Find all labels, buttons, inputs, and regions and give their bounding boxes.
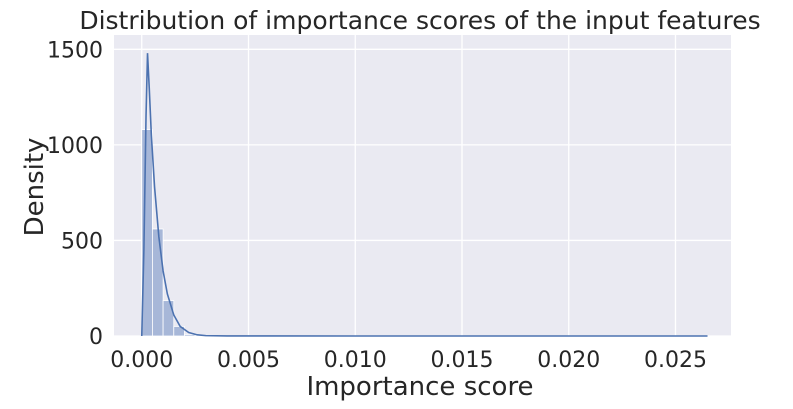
histogram-bar-3 — [173, 326, 185, 337]
x-tick-label: 0.005 — [217, 348, 280, 373]
x-tick-label: 0.000 — [110, 348, 173, 373]
x-tick-label: 0.025 — [644, 348, 707, 373]
x-axis-label: Importance score — [306, 372, 533, 402]
chart-title: Distribution of importance scores of the… — [79, 6, 760, 35]
histogram-bar-2 — [162, 300, 175, 337]
histogram-bar-1 — [152, 228, 164, 337]
x-tick-label: 0.020 — [537, 348, 600, 373]
y-tick-label: 1500 — [47, 38, 103, 63]
y-tick-label: 1000 — [47, 134, 103, 159]
histogram-bar-4 — [184, 334, 196, 337]
plot-area — [114, 35, 731, 336]
y-tick-label: 500 — [61, 229, 103, 254]
y-tick-label: 0 — [89, 325, 103, 350]
y-axis-label: Density — [20, 138, 50, 237]
x-tick-label: 0.010 — [324, 348, 387, 373]
histogram-bar-0 — [141, 129, 153, 337]
x-axis-ticks: 0.000 0.005 0.010 0.015 0.020 0.025 — [110, 348, 707, 373]
x-tick-label: 0.015 — [431, 348, 494, 373]
y-axis-ticks: 0 500 1000 1500 — [47, 38, 103, 350]
kde-curve — [140, 53, 708, 337]
